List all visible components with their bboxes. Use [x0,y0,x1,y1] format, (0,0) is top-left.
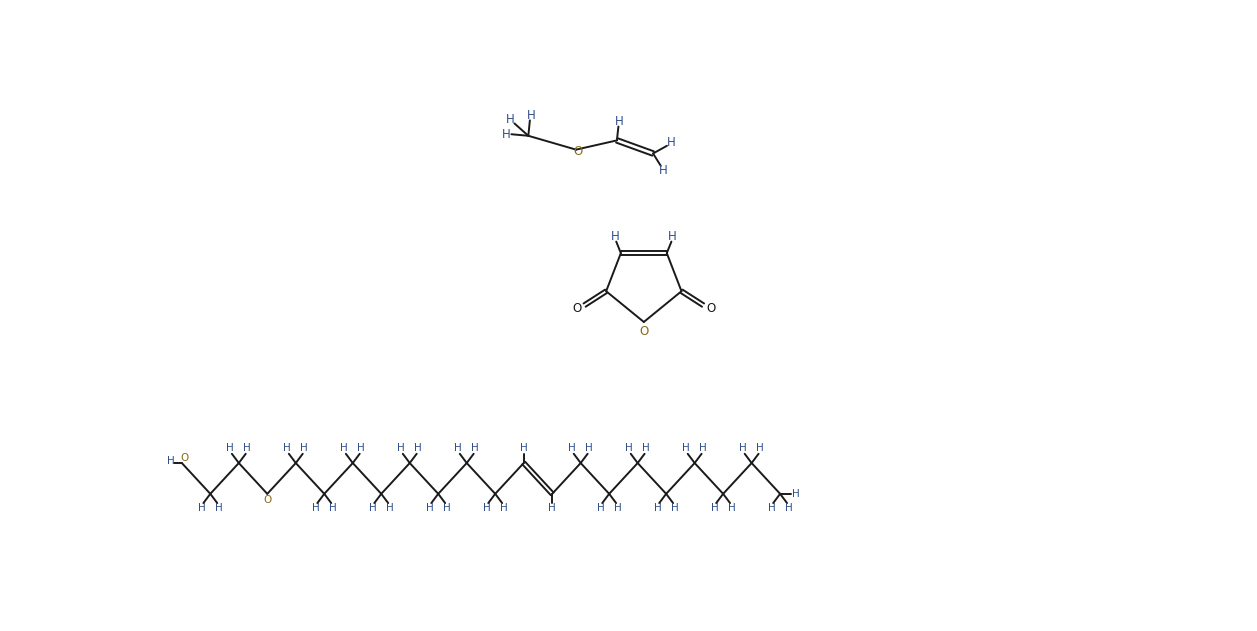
Text: H: H [502,127,510,141]
Text: H: H [757,444,764,454]
Text: H: H [397,444,405,454]
Text: H: H [442,504,450,514]
Text: H: H [710,504,719,514]
Text: H: H [683,444,690,454]
Text: H: H [642,444,650,454]
Text: H: H [659,164,667,177]
Text: H: H [784,504,792,514]
Text: H: H [426,504,434,514]
Text: H: H [454,444,463,454]
Text: H: H [654,504,661,514]
Text: H: H [699,444,706,454]
Text: H: H [527,109,535,122]
Text: H: H [167,456,175,466]
Text: H: H [586,444,593,454]
Text: H: H [283,444,292,454]
Text: H: H [415,444,422,454]
Text: O: O [263,495,272,505]
Text: H: H [520,444,528,454]
Text: H: H [500,504,508,514]
Text: H: H [329,504,337,514]
Text: H: H [226,444,234,454]
Text: H: H [483,504,490,514]
Text: H: H [666,136,675,149]
Text: H: H [300,444,308,454]
Text: H: H [471,444,479,454]
Text: H: H [244,444,251,454]
Text: H: H [197,504,206,514]
Text: H: H [341,444,348,454]
Text: H: H [615,115,623,129]
Text: O: O [181,452,189,463]
Text: H: H [548,504,556,514]
Text: H: H [768,504,776,514]
Text: H: H [671,504,679,514]
Text: H: H [613,504,621,514]
Text: H: H [667,230,676,243]
Text: H: H [215,504,222,514]
Text: H: H [625,444,634,454]
Text: O: O [640,325,649,338]
Text: H: H [597,504,605,514]
Text: H: H [568,444,576,454]
Text: O: O [706,302,715,315]
Text: H: H [368,504,377,514]
Text: H: H [792,489,799,499]
Text: H: H [386,504,393,514]
Text: H: H [739,444,747,454]
Text: O: O [572,302,582,315]
Text: H: H [728,504,735,514]
Text: H: H [611,230,620,243]
Text: O: O [573,144,582,158]
Text: H: H [507,113,515,126]
Text: H: H [357,444,365,454]
Text: H: H [312,504,319,514]
